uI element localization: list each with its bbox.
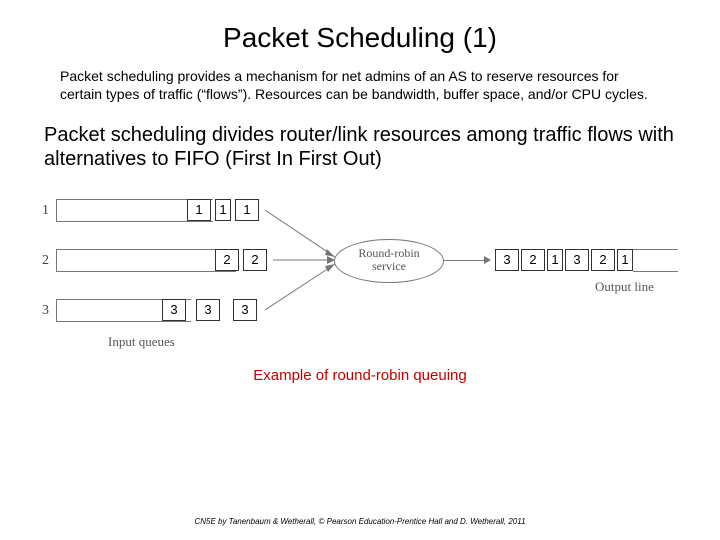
- queue-end: [56, 299, 57, 321]
- queue-end: [56, 249, 57, 271]
- packet: 2: [243, 249, 267, 271]
- diagram-caption: Example of round-robin queuing: [40, 367, 680, 384]
- packet: 3: [565, 249, 589, 271]
- output-arrow: [444, 260, 484, 261]
- queue-number: 1: [42, 203, 49, 219]
- packet: 2: [521, 249, 545, 271]
- packet: 3: [196, 299, 220, 321]
- intro-paragraph: Packet scheduling provides a mechanism f…: [60, 68, 660, 103]
- output-line-label: Output line: [595, 279, 654, 295]
- main-paragraph: Packet scheduling divides router/link re…: [44, 123, 676, 171]
- queue-line: [56, 221, 213, 222]
- packet: 3: [233, 299, 257, 321]
- queue-end: [56, 199, 57, 221]
- queue-line: [56, 271, 236, 272]
- service-label: Round-robin service: [334, 247, 444, 273]
- packet: 1: [617, 249, 633, 271]
- slide: Packet Scheduling (1) Packet scheduling …: [0, 0, 720, 540]
- packet: 3: [495, 249, 519, 271]
- queue-number: 2: [42, 253, 49, 269]
- packet: 1: [187, 199, 211, 221]
- packet: 1: [235, 199, 259, 221]
- arrow-head-icon: [484, 256, 491, 264]
- packet: 1: [547, 249, 563, 271]
- slide-title: Packet Scheduling (1): [40, 22, 680, 54]
- output-line: [633, 271, 678, 272]
- input-queues-label: Input queues: [108, 334, 175, 350]
- output-line: [633, 249, 678, 250]
- packet: 3: [162, 299, 186, 321]
- diagram: 1 1 1 1 2 2 2 3 3 3 3 Input queues: [40, 199, 680, 389]
- queue-line: [56, 249, 236, 250]
- queue-number: 3: [42, 303, 49, 319]
- footer-citation: CN5E by Tanenbaum & Wetherall, © Pearson…: [0, 517, 720, 526]
- packet: 2: [591, 249, 615, 271]
- packet: 2: [215, 249, 239, 271]
- queue-line: [56, 321, 191, 322]
- service-label-line2: service: [372, 259, 406, 273]
- packet: 1: [215, 199, 231, 221]
- service-label-line1: Round-robin: [358, 246, 419, 260]
